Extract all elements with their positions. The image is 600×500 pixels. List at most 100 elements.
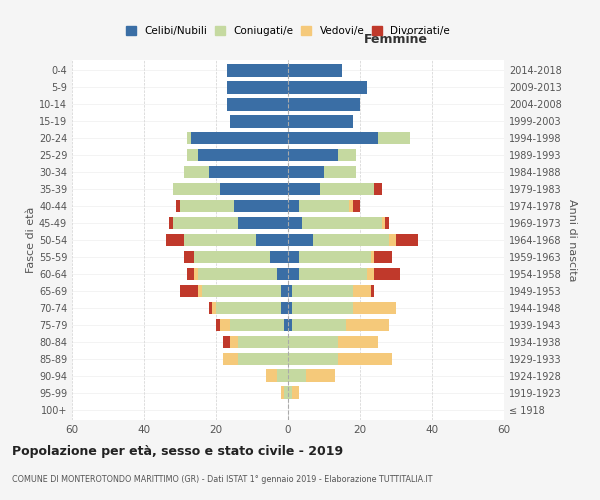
Bar: [230, 115, 288, 128]
Bar: [191, 132, 288, 144]
Bar: [288, 336, 378, 348]
Bar: [288, 284, 292, 298]
Bar: [288, 336, 338, 348]
Bar: [288, 166, 356, 178]
Bar: [238, 352, 288, 365]
Bar: [288, 250, 299, 264]
Y-axis label: Fasce di età: Fasce di età: [26, 207, 36, 273]
Bar: [184, 250, 288, 264]
Bar: [288, 148, 338, 162]
Bar: [288, 302, 353, 314]
Bar: [288, 216, 302, 230]
Bar: [288, 234, 396, 246]
Bar: [187, 268, 288, 280]
Bar: [288, 200, 299, 212]
Bar: [227, 64, 288, 76]
Bar: [169, 216, 288, 230]
Bar: [220, 318, 288, 332]
Bar: [288, 302, 292, 314]
Bar: [288, 148, 356, 162]
Bar: [288, 234, 313, 246]
Bar: [288, 98, 360, 110]
Bar: [288, 64, 342, 76]
Bar: [288, 268, 374, 280]
Bar: [284, 318, 288, 332]
Bar: [216, 302, 288, 314]
Bar: [288, 370, 306, 382]
Bar: [288, 216, 385, 230]
Bar: [230, 336, 288, 348]
Bar: [209, 166, 288, 178]
Bar: [288, 250, 392, 264]
Bar: [288, 386, 292, 399]
Bar: [198, 148, 288, 162]
Bar: [194, 250, 288, 264]
Text: Popolazione per età, sesso e stato civile - 2019: Popolazione per età, sesso e stato civil…: [12, 445, 343, 458]
Bar: [288, 132, 410, 144]
Bar: [277, 370, 288, 382]
Bar: [288, 386, 299, 399]
Bar: [202, 284, 288, 298]
Bar: [166, 234, 288, 246]
Bar: [184, 234, 288, 246]
Bar: [173, 216, 288, 230]
Bar: [284, 386, 288, 399]
Bar: [227, 81, 288, 94]
Bar: [281, 386, 288, 399]
Bar: [288, 216, 382, 230]
Bar: [281, 302, 288, 314]
Bar: [288, 284, 371, 298]
Bar: [230, 318, 288, 332]
Bar: [288, 268, 400, 280]
Bar: [212, 302, 288, 314]
Bar: [288, 216, 389, 230]
Bar: [234, 200, 288, 212]
Bar: [288, 318, 389, 332]
Bar: [288, 200, 349, 212]
Bar: [281, 284, 288, 298]
Bar: [198, 284, 288, 298]
Bar: [288, 234, 418, 246]
Bar: [288, 318, 346, 332]
Bar: [220, 182, 288, 196]
Legend: Celibi/Nubili, Coniugati/e, Vedovi/e, Divorziati/e: Celibi/Nubili, Coniugati/e, Vedovi/e, Di…: [122, 22, 454, 40]
Bar: [288, 250, 371, 264]
Bar: [288, 200, 360, 212]
Bar: [288, 250, 374, 264]
Text: COMUNE DI MONTEROTONDO MARITTIMO (GR) - Dati ISTAT 1° gennaio 2019 - Elaborazion: COMUNE DI MONTEROTONDO MARITTIMO (GR) - …: [12, 475, 433, 484]
Bar: [288, 182, 374, 196]
Bar: [288, 132, 378, 144]
Bar: [288, 200, 353, 212]
Bar: [288, 268, 299, 280]
Bar: [288, 352, 392, 365]
Bar: [180, 200, 288, 212]
Bar: [256, 234, 288, 246]
Bar: [227, 98, 288, 110]
Bar: [238, 336, 288, 348]
Bar: [288, 234, 389, 246]
Bar: [288, 268, 367, 280]
Bar: [209, 302, 288, 314]
Bar: [187, 148, 288, 162]
Bar: [288, 81, 367, 94]
Bar: [288, 284, 374, 298]
Bar: [194, 268, 288, 280]
Text: Femmine: Femmine: [364, 32, 428, 46]
Bar: [288, 352, 338, 365]
Bar: [184, 166, 288, 178]
Bar: [238, 216, 288, 230]
Bar: [198, 268, 288, 280]
Bar: [288, 318, 292, 332]
Bar: [223, 336, 288, 348]
Bar: [288, 115, 353, 128]
Bar: [176, 200, 288, 212]
Bar: [288, 284, 353, 298]
Bar: [288, 370, 335, 382]
Bar: [270, 250, 288, 264]
Bar: [288, 182, 320, 196]
Bar: [288, 166, 324, 178]
Bar: [266, 370, 288, 382]
Bar: [216, 318, 288, 332]
Bar: [173, 182, 288, 196]
Bar: [223, 352, 288, 365]
